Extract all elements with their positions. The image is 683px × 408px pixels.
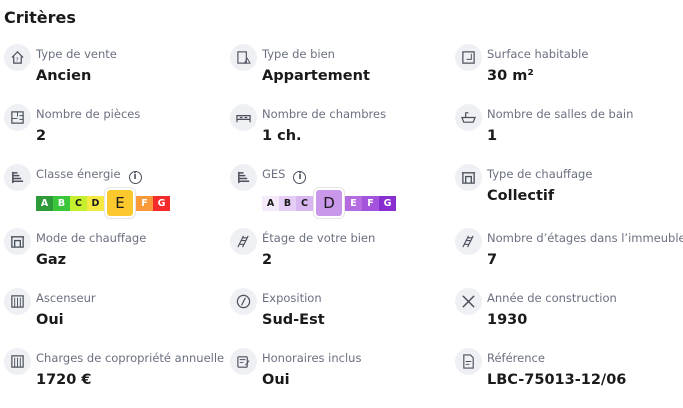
criteria-item: Référence LBC-75013-12/06 (455, 348, 680, 398)
elevator-icon (4, 348, 31, 375)
criteria-item: Nombre de pièces 2 (4, 104, 229, 154)
rating-selected: D (314, 188, 344, 218)
criteria-item: Nombre de salles de bain 1 (455, 104, 680, 154)
criteria-label: Référence (487, 351, 545, 365)
criteria-value: 1720 € (36, 372, 92, 388)
stairs-icon (455, 228, 482, 255)
criteria-value: 1 ch. (262, 128, 302, 144)
criteria-value: Gaz (36, 252, 67, 268)
criteria-value: 2 (262, 252, 273, 268)
fireplace-icon (4, 228, 31, 255)
criteria-item: Type de bien Appartement (230, 44, 455, 94)
criteria-label: Type de bien (262, 47, 335, 61)
rating-cell: A (36, 195, 53, 211)
svg-text:?: ? (16, 58, 19, 64)
info-icon[interactable]: i (293, 171, 307, 184)
criteria-value: 2 (36, 128, 47, 144)
criteria-label: Année de construction (487, 291, 617, 305)
criteria-label: Charges de copropriété annuelle (36, 351, 225, 365)
criteria-value: LBC-75013-12/06 (487, 372, 627, 388)
criteria-item: ? Type de vente Ancien (4, 44, 229, 94)
energy-scale-icon (4, 164, 31, 191)
criteria-label: Surface habitable (487, 47, 589, 61)
rating-cell: D (87, 195, 104, 211)
criteria-item: Honoraires inclus Oui (230, 348, 455, 398)
criteria-label: Nombre de chambres (262, 107, 387, 121)
floorplan-icon (4, 104, 31, 131)
criteria-label: Nombre d’étages dans l’immeuble (487, 231, 683, 245)
ges-scale-icon (230, 164, 257, 191)
criteria-label: Nombre de salles de bain (487, 107, 634, 121)
stairs-icon (230, 228, 257, 255)
rating-cell: F (136, 195, 153, 211)
criteria-label: GES i (262, 167, 307, 184)
criteria-label: Type de chauffage (487, 167, 593, 181)
compass-icon (230, 288, 257, 315)
criteria-label: Nombre de pièces (36, 107, 141, 121)
criteria-value: 1930 (487, 312, 528, 328)
criteria-item: Surface habitable 30 m² (455, 44, 680, 94)
elevator-icon (4, 288, 31, 315)
rating-cell: G (379, 195, 396, 211)
criteria-item: Type de chauffage Collectif (455, 164, 680, 214)
criteria-item: GES i A B C D E F G (230, 164, 455, 218)
fireplace-icon (455, 164, 482, 191)
criteria-value: Oui (36, 312, 64, 328)
fees-icon (230, 348, 257, 375)
criteria-value: Appartement (262, 68, 370, 84)
criteria-item: Nombre d’étages dans l’immeuble 7 (455, 228, 683, 278)
criteria-item: Classe énergie i A B C D E F G (4, 164, 229, 218)
rating-cell: B (53, 195, 70, 211)
rating-cell: E (345, 195, 362, 211)
criteria-item: Mode de chauffage Gaz (4, 228, 229, 278)
info-icon[interactable]: i (128, 171, 142, 184)
rating-cell: F (362, 195, 379, 211)
criteria-item: Exposition Sud-Est (230, 288, 455, 338)
criteria-value: 30 m² (487, 68, 534, 84)
criteria-value: 1 (487, 128, 498, 144)
tools-icon (455, 288, 482, 315)
document-icon (455, 348, 482, 375)
house-question-icon: ? (4, 44, 31, 71)
rating-cell: G (153, 195, 170, 211)
rating-selected: E (105, 188, 135, 218)
criteria-label: Mode de chauffage (36, 231, 147, 245)
bed-icon (230, 104, 257, 131)
criteria-value: Oui (262, 372, 290, 388)
criteria-item: Étage de votre bien 2 (230, 228, 455, 278)
criteria-label: Type de vente (36, 47, 117, 61)
criteria-item: Charges de copropriété annuelle 1720 € (4, 348, 229, 398)
criteria-label: Ascenseur (36, 291, 96, 305)
rating-cell: C (70, 195, 87, 211)
criteria-label: Étage de votre bien (262, 231, 376, 245)
criteria-label: Exposition (262, 291, 322, 305)
rating-cell: A (262, 195, 279, 211)
criteria-item: Année de construction 1930 (455, 288, 680, 338)
rating-cell: C (296, 195, 313, 211)
section-title: Critères (4, 8, 76, 27)
criteria-value: Collectif (487, 188, 555, 204)
criteria-value: Sud-Est (262, 312, 325, 328)
criteria-item: Nombre de chambres 1 ch. (230, 104, 455, 154)
criteria-label: Honoraires inclus (262, 351, 362, 365)
criteria-value: Ancien (36, 68, 92, 84)
criteria-label: Classe énergie i (36, 167, 142, 184)
bathtub-icon (455, 104, 482, 131)
rating-cell: B (279, 195, 296, 211)
surface-icon (455, 44, 482, 71)
criteria-value: 7 (487, 252, 498, 268)
building-icon (230, 44, 257, 71)
criteria-item: Ascenseur Oui (4, 288, 229, 338)
